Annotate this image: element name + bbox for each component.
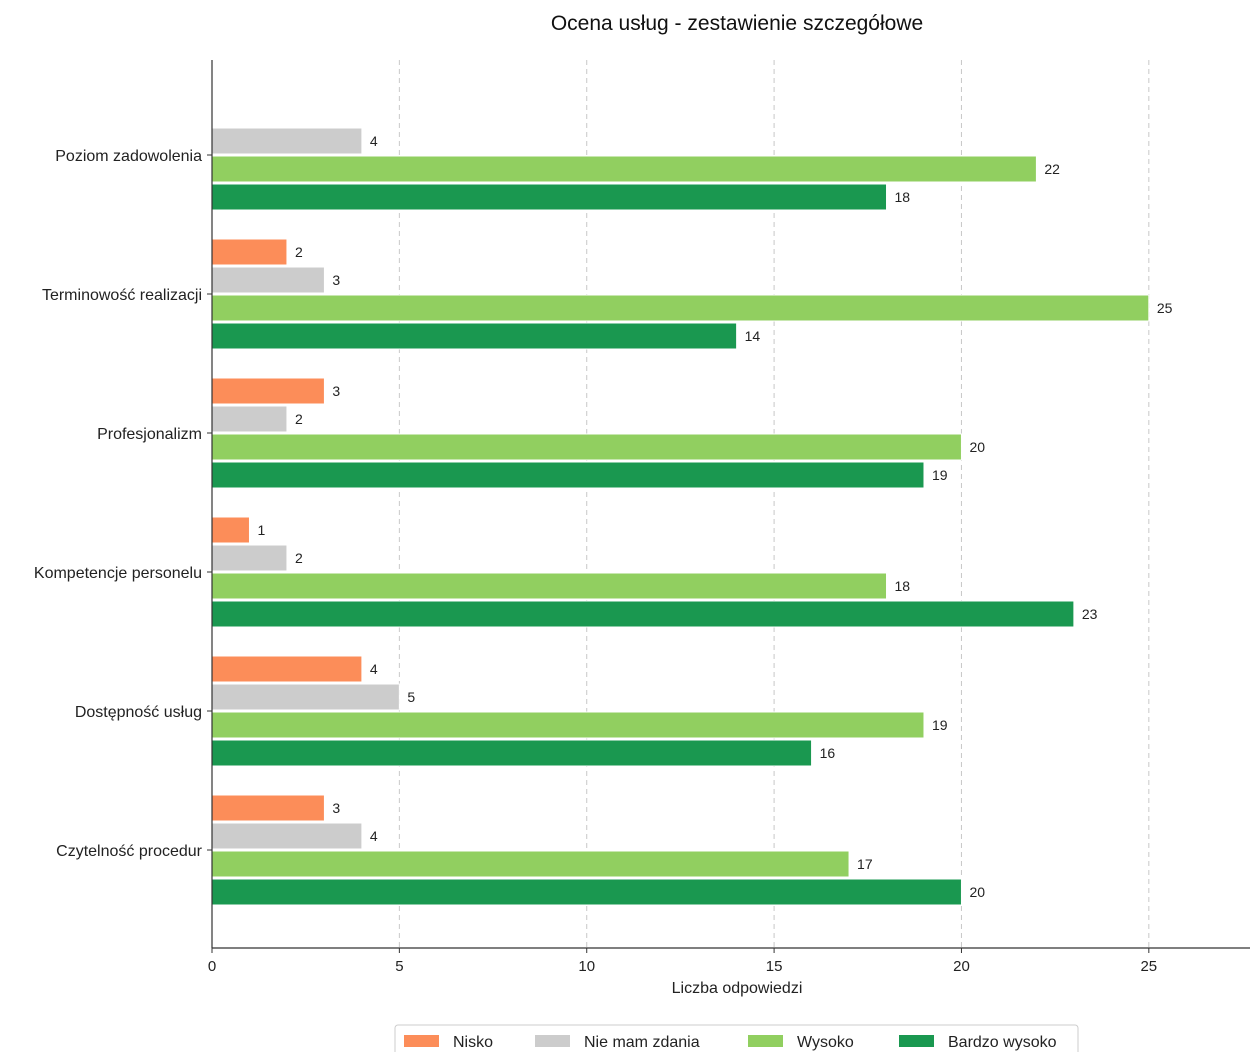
data-label: 19 — [932, 467, 948, 483]
legend-swatch — [748, 1035, 783, 1047]
x-tick-label: 15 — [766, 958, 783, 975]
bar — [211, 405, 288, 433]
legend-swatch — [899, 1035, 934, 1047]
legend: Nisko Nie mam zdania Wysoko Bardzo wysoko — [394, 1024, 1079, 1052]
x-tick-label: 20 — [953, 958, 970, 975]
bar — [211, 294, 1150, 322]
bar — [211, 127, 363, 155]
data-label: 20 — [969, 439, 985, 455]
x-tick-label: 10 — [578, 958, 595, 975]
bar — [211, 655, 363, 683]
data-label: 17 — [857, 856, 873, 872]
data-label: 4 — [370, 828, 378, 844]
data-label: 18 — [895, 189, 911, 205]
bar — [211, 516, 250, 544]
data-label: 16 — [820, 745, 836, 761]
data-label: 22 — [1044, 161, 1060, 177]
legend-swatch — [404, 1035, 439, 1047]
x-ticks: 0 5 10 15 20 25 — [208, 948, 1157, 975]
data-label: 1 — [257, 522, 265, 538]
bar — [211, 155, 1037, 183]
data-label: 20 — [969, 884, 985, 900]
bar — [211, 377, 325, 405]
data-label: 25 — [1157, 300, 1173, 316]
data-label: 4 — [370, 133, 378, 149]
data-label: 5 — [407, 689, 415, 705]
legend-swatch — [535, 1035, 570, 1047]
bar — [211, 739, 813, 767]
category-label: Kompetencje personelu — [34, 565, 202, 582]
data-label: 3 — [332, 800, 340, 816]
bar — [211, 794, 325, 822]
bar — [211, 238, 288, 266]
y-ticks: Poziom zadowolenia Terminowość realizacji… — [34, 148, 212, 860]
data-label: 14 — [745, 328, 761, 344]
x-tick-label: 25 — [1140, 958, 1157, 975]
data-label: 18 — [895, 578, 911, 594]
category-label: Czytelność procedur — [56, 843, 203, 860]
data-label: 19 — [932, 717, 948, 733]
data-label: 2 — [295, 244, 303, 260]
x-tick-label: 5 — [395, 958, 403, 975]
bar — [211, 266, 325, 294]
bar — [211, 461, 925, 489]
bar — [211, 683, 400, 711]
x-tick-label: 0 — [208, 958, 216, 975]
data-label: 2 — [295, 411, 303, 427]
legend-label: Bardzo wysoko — [948, 1034, 1057, 1051]
category-label: Poziom zadowolenia — [55, 148, 202, 165]
bar — [211, 600, 1075, 628]
bar — [211, 878, 962, 906]
bar — [211, 850, 850, 878]
bar — [211, 433, 962, 461]
data-label: 2 — [295, 550, 303, 566]
category-label: Profesjonalizm — [97, 426, 202, 443]
x-axis-label: Liczba odpowiedzi — [672, 980, 803, 997]
data-label: 23 — [1082, 606, 1098, 622]
chart-title: Ocena usług - zestawienie szczegółowe — [551, 12, 923, 35]
legend-label: Wysoko — [797, 1034, 854, 1051]
legend-label: Nisko — [453, 1034, 493, 1051]
category-label: Dostępność usług — [75, 704, 202, 721]
data-label: 4 — [370, 661, 378, 677]
bar — [211, 822, 363, 850]
legend-label: Nie mam zdania — [584, 1034, 700, 1051]
bar — [211, 322, 738, 350]
bar — [211, 544, 288, 572]
bar — [211, 711, 925, 739]
category-label: Terminowość realizacji — [42, 287, 202, 304]
bar — [211, 572, 888, 600]
bars — [211, 127, 1150, 906]
bar — [211, 183, 888, 211]
data-label: 3 — [332, 272, 340, 288]
data-label: 3 — [332, 383, 340, 399]
